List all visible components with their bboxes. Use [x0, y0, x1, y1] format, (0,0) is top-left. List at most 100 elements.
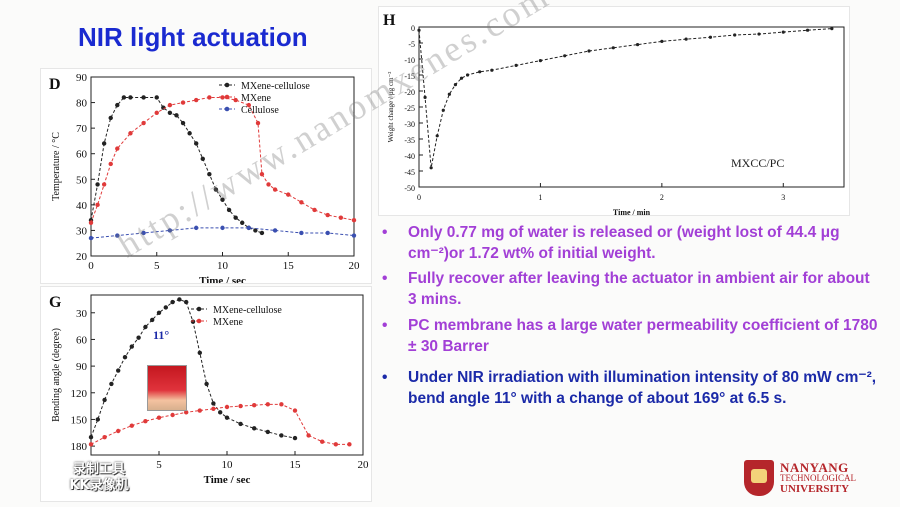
- data-point: [220, 95, 225, 100]
- y-tick-label: 60: [76, 334, 88, 346]
- y-tick-label: 50: [76, 174, 88, 186]
- data-point: [109, 381, 114, 387]
- data-point: [708, 35, 713, 39]
- data-point: [224, 415, 230, 420]
- data-point: [453, 83, 458, 87]
- panel-label-g: G: [49, 294, 62, 311]
- data-point: [325, 230, 330, 236]
- data-point: [143, 419, 148, 424]
- bullet-nir-irradiation: • Under NIR irradiation with illuminatio…: [378, 367, 878, 409]
- university-name-line3: UNIVERSITY: [780, 483, 850, 495]
- bullet-text: Under NIR irradiation with illumination …: [408, 369, 877, 407]
- data-point: [194, 97, 199, 103]
- y-tick-label: 90: [76, 72, 88, 84]
- data-point: [187, 131, 192, 136]
- x-tick-label: 20: [358, 459, 370, 471]
- x-tick-label: 1: [538, 193, 542, 202]
- data-point: [141, 120, 146, 126]
- legend-entry: MXene-cellulose: [241, 81, 310, 92]
- y-tick-label: -10: [404, 56, 415, 65]
- data-point: [781, 30, 785, 34]
- data-point: [122, 355, 128, 360]
- data-point: [255, 120, 261, 126]
- data-point: [563, 54, 567, 58]
- data-point: [252, 403, 257, 408]
- data-point: [292, 408, 298, 413]
- data-point: [220, 197, 225, 202]
- data-point: [163, 305, 168, 310]
- data-point: [180, 100, 186, 105]
- data-point: [213, 187, 219, 192]
- data-point: [218, 410, 223, 415]
- data-point: [180, 120, 186, 126]
- legend-marker: [196, 306, 202, 312]
- data-point: [224, 404, 230, 410]
- x-tick-label: 5: [154, 260, 160, 272]
- data-point: [197, 408, 202, 413]
- data-point: [351, 218, 357, 223]
- data-point: [143, 324, 148, 330]
- data-point: [156, 415, 162, 420]
- data-point: [459, 76, 464, 80]
- data-point: [423, 95, 427, 99]
- data-point: [226, 207, 232, 213]
- data-point: [279, 402, 284, 407]
- data-point: [265, 429, 270, 435]
- data-point: [351, 233, 357, 238]
- data-point: [299, 200, 304, 205]
- data-point: [121, 95, 127, 100]
- data-point: [102, 397, 107, 403]
- x-tick-label: 0: [88, 260, 94, 272]
- data-point: [333, 442, 338, 447]
- data-point: [207, 171, 212, 177]
- data-point: [233, 97, 238, 103]
- data-point: [435, 134, 439, 138]
- legend-marker: [224, 106, 230, 112]
- y-tick-label: -30: [404, 120, 415, 129]
- chart-panel-g: G 5 10 15 20 30 60 90 120 150 180 Time / sec Bending…: [40, 286, 372, 502]
- data-point: [170, 412, 175, 418]
- data-point: [167, 228, 173, 233]
- data-point: [116, 428, 121, 434]
- y-tick-label: -20: [404, 88, 415, 97]
- data-point: [200, 156, 205, 162]
- data-point: [757, 32, 761, 36]
- y-tick-label: -40: [404, 152, 415, 161]
- x-axis-label: Time / min: [613, 208, 651, 215]
- data-point: [141, 230, 146, 236]
- data-point: [465, 73, 470, 77]
- data-point: [325, 212, 330, 218]
- data-point: [211, 406, 216, 411]
- data-point: [272, 187, 278, 192]
- data-point: [347, 442, 352, 447]
- y-tick-label: 30: [76, 225, 88, 237]
- bending-photo: [147, 365, 187, 411]
- data-point: [220, 225, 225, 231]
- data-point: [246, 225, 251, 231]
- y-tick-label: 60: [76, 149, 88, 161]
- data-point: [538, 59, 543, 63]
- bullet-permeability: • PC membrane has a large water permeabi…: [378, 315, 878, 357]
- data-point: [286, 192, 291, 197]
- data-point: [635, 43, 640, 47]
- data-point: [177, 297, 182, 302]
- data-point: [95, 182, 100, 187]
- university-name-line2: TECHNOLOGICAL: [780, 473, 856, 483]
- data-point: [88, 220, 94, 225]
- recorder-logo-line2: KK录像机: [69, 478, 129, 493]
- university-crest-icon: [744, 460, 774, 496]
- legend-marker: [196, 318, 202, 324]
- legend-marker: [224, 82, 230, 88]
- y-axis-label: Temperature / °C: [51, 132, 62, 201]
- data-point: [447, 92, 451, 96]
- x-tick-label: 10: [222, 459, 234, 471]
- data-point: [194, 225, 199, 231]
- bullet-glyph: •: [382, 224, 388, 241]
- x-tick-label: 2: [660, 193, 664, 202]
- recorder-logo: 录制工具 KK录像机: [60, 462, 138, 494]
- data-point: [174, 113, 179, 118]
- data-point: [136, 335, 141, 340]
- legend-entry: MXene: [241, 93, 272, 104]
- panel-label-h: H: [383, 12, 396, 29]
